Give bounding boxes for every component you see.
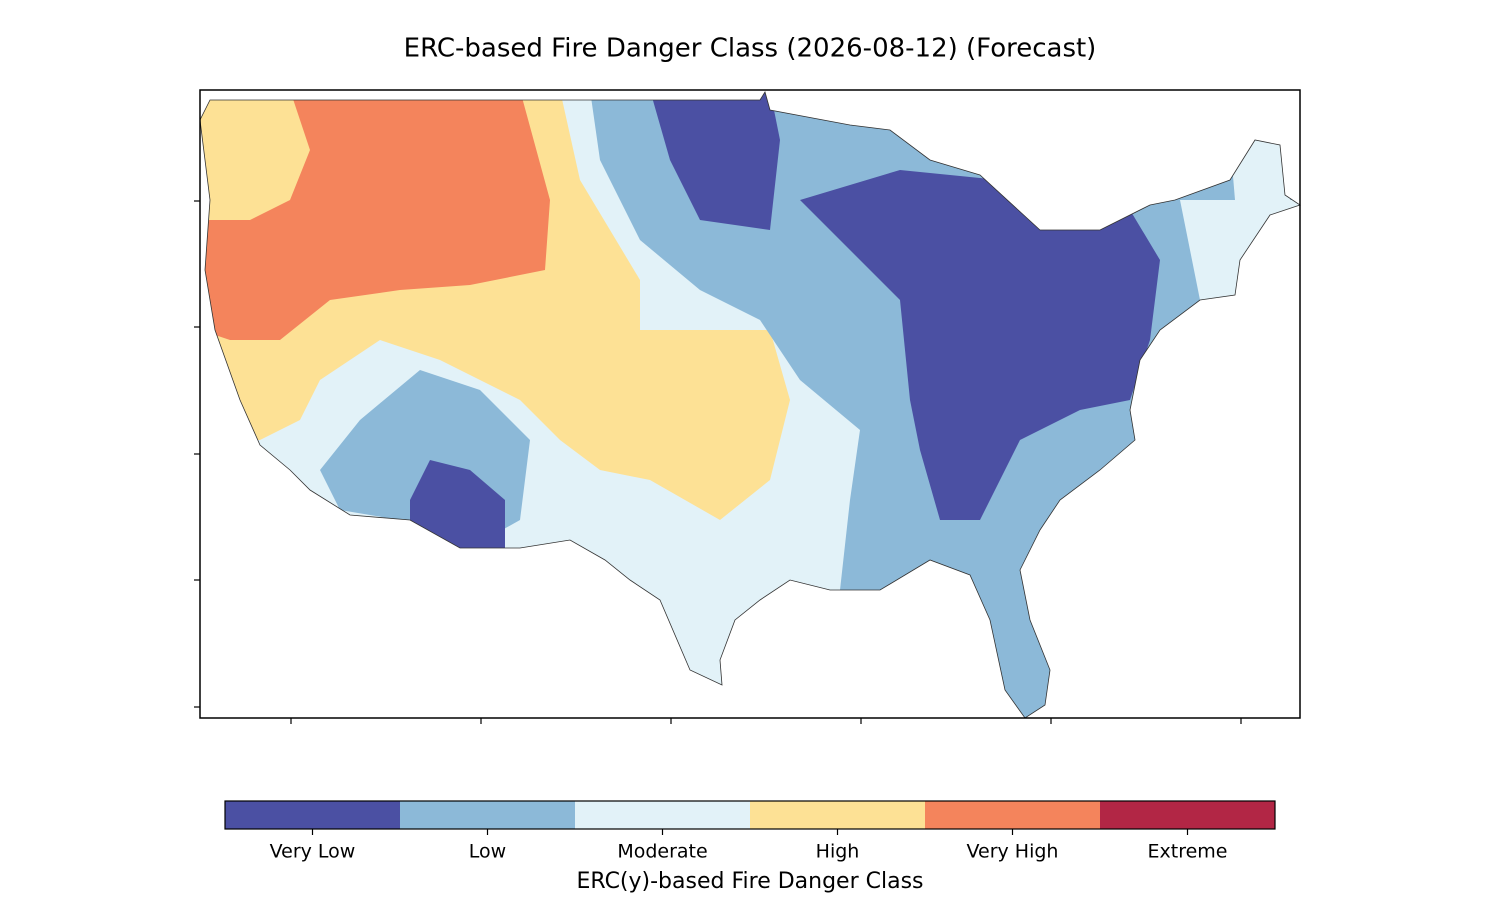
colorbar-tick-label: High <box>816 841 860 863</box>
colorbar-tick-label: Extreme <box>1148 841 1228 863</box>
colorbar-segment <box>225 801 400 829</box>
colorbar-segment <box>400 801 575 829</box>
map-frame <box>199 89 1301 719</box>
colorbar-segment <box>1100 801 1275 829</box>
colorbar-segment <box>575 801 750 829</box>
colorbar-tick-label: Moderate <box>617 841 707 863</box>
danger-region <box>650 92 780 230</box>
danger-region <box>800 170 1160 520</box>
colorbar-segment <box>925 801 1100 829</box>
colorbar-label: ERC(y)-based Fire Danger Class <box>576 869 923 894</box>
axis-ticks <box>194 200 1242 724</box>
colorbar: Very Low Low Moderate High Very High Extreme <box>224 800 1276 863</box>
map-fill <box>200 92 1300 718</box>
colorbar-tick-label: Very Low <box>270 841 356 863</box>
colorbar-tick-label: Very High <box>967 841 1059 863</box>
chart-title: ERC-based Fire Danger Class (2026-08-12)… <box>404 34 1097 64</box>
danger-region <box>410 460 505 548</box>
colorbar-segment <box>750 801 925 829</box>
colorbar-tick-label: Low <box>469 841 506 863</box>
colorbar-frame <box>224 800 1276 830</box>
danger-region <box>200 92 550 340</box>
coastline <box>199 91 1301 719</box>
